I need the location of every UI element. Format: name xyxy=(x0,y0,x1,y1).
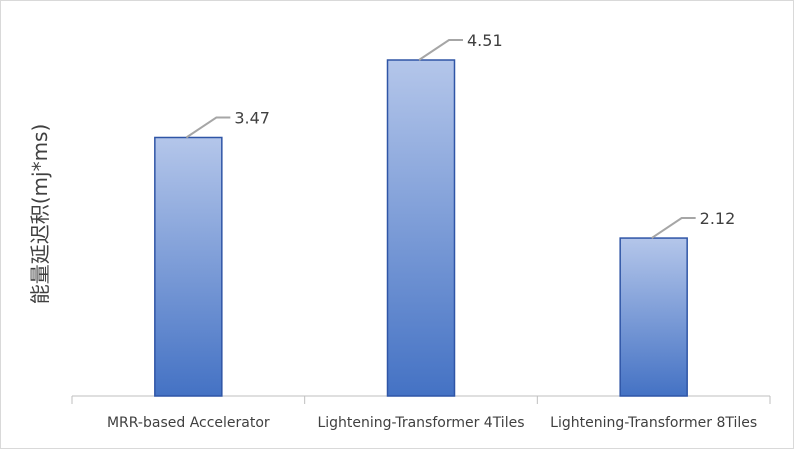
chart-marks: 3.47 MRR-based Accelerator 4.51 Lightening-… xyxy=(71,31,771,431)
data-label-leader-line xyxy=(651,217,696,239)
data-label: 3.47 xyxy=(234,108,270,127)
x-tick-label: Lightening-Transformer 8Tiles xyxy=(550,415,757,431)
bar xyxy=(386,59,456,397)
x-tick-label: MRR-based Accelerator xyxy=(107,415,270,431)
data-label: 4.51 xyxy=(467,31,503,50)
bar xyxy=(154,136,223,397)
data-label: 2.12 xyxy=(700,209,736,228)
y-axis-label: 能量延迟积(mj*ms) xyxy=(28,124,52,305)
data-label-leader-line xyxy=(418,39,463,61)
data-label-leader-line xyxy=(185,116,231,139)
x-tick-label: Lightening-Transformer 4Tiles xyxy=(317,415,524,431)
bar xyxy=(619,237,688,397)
